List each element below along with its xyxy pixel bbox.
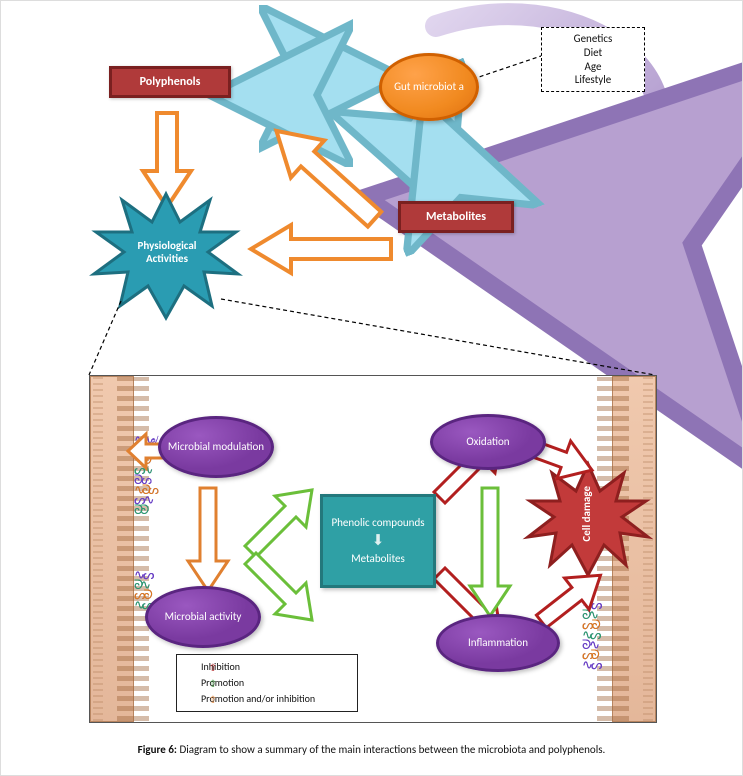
caption-label: Figure 6:	[138, 743, 177, 756]
zoom-line-right	[221, 299, 655, 375]
metabolites-box-upper: Metabolites	[398, 201, 514, 233]
polyphenols-box: Polyphenols	[109, 66, 231, 98]
oval-oxidation: Oxidation	[430, 414, 546, 470]
factors-box: Genetics Diet Age Lifestyle	[541, 27, 645, 92]
arrow-gut-to-physio	[260, 112, 392, 237]
legend-both: ⇧ Promotion and/or inhibition	[201, 691, 351, 707]
factor-3: Age	[548, 60, 638, 74]
figure-caption: Figure 6: Diagram to show a summary of t…	[1, 743, 742, 756]
line-gut-to-factors	[473, 56, 541, 79]
lower-panel: ∿∿৶ᔕᘐ∿ᘐᔕ∿ᘐᔕ∿ᘐᔕᔕ∿ᘐᘐ ∿ᔕᘐ∿ᔕᘐ∿ᔕ ∿ᔕᘐ∿ᔕᘐ∿ᔕᘐ∿ᔕᘐ…	[89, 375, 657, 723]
legend-promotion: ⇧ Promotion	[201, 675, 351, 691]
legend-box: ⇧ Inhibition ⇧ Promotion ⇧ Promotion and…	[176, 654, 358, 712]
arrow-modln-to-activity	[188, 488, 228, 591]
legend-inhibition: ⇧ Inhibition	[201, 659, 351, 675]
phenolic-bottom: Metabolites	[351, 552, 405, 566]
cell-damage-label: Cell damage	[580, 486, 593, 542]
oval-microbial-modulation: Microbial modulation	[158, 416, 274, 478]
oval-microbial-activity: Microbial activity	[145, 586, 261, 648]
down-arrow-icon: ⬇	[372, 534, 385, 549]
physio-label: Physiological Activities	[119, 239, 215, 265]
factor-4: Lifestyle	[548, 73, 638, 87]
arrow-oxid-to-infl	[470, 488, 510, 616]
zoom-line-left	[89, 301, 121, 375]
gut-microbiota-ellipse: Gut microbiot a	[379, 53, 479, 121]
phenolic-top: Phenolic compounds	[331, 516, 424, 530]
factor-2: Diet	[548, 46, 638, 60]
phenolic-box: Phenolic compounds ⬇ Metabolites	[320, 494, 436, 588]
page: Polyphenols Gut microbiot a Genetics Die…	[0, 0, 743, 776]
arrow-center-to-modln	[245, 490, 312, 557]
factor-1: Genetics	[548, 32, 638, 46]
oval-inflammation: Inflammation	[436, 614, 560, 672]
arrow-met-to-physio	[251, 225, 391, 273]
gut-microbiota-label: Gut microbiot a	[394, 81, 464, 93]
caption-text: Diagram to show a summary of the main in…	[177, 743, 605, 756]
